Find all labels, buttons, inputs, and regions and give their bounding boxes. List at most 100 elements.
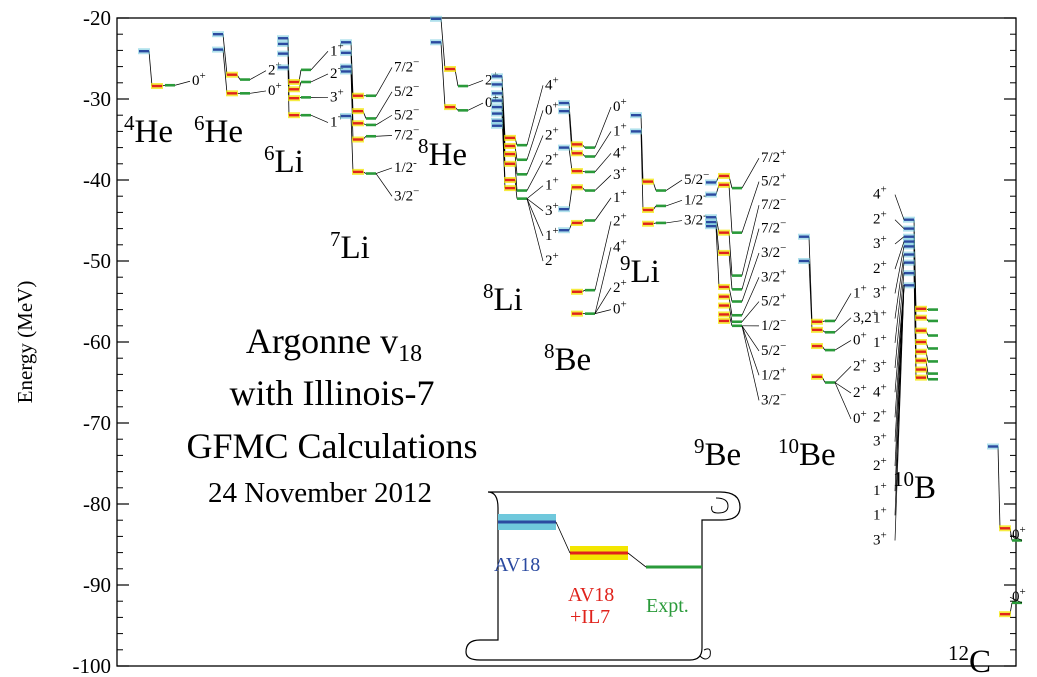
label-leader: [249, 70, 267, 80]
label-leader: [594, 221, 612, 291]
level-connector: [808, 236, 813, 322]
label-leader: [1009, 534, 1023, 541]
jpi-label: 3+: [545, 200, 559, 219]
label-leader: [834, 317, 852, 333]
level-connector: [222, 34, 228, 75]
jpi-label: 1+: [873, 480, 887, 499]
y-tick-label: -20: [83, 6, 111, 30]
jpi-label: 1+: [853, 282, 867, 301]
label-leader: [249, 90, 267, 94]
label-leader: [894, 194, 905, 220]
nucleus-8He: 2+0+8He: [418, 15, 499, 173]
y-tick-label: -30: [83, 87, 111, 111]
jpi-label: 4+: [613, 142, 627, 161]
jpi-label: 0+: [853, 329, 867, 348]
nucleus-name: 10Be: [778, 434, 836, 473]
label-leader: [467, 102, 484, 111]
jpi-label: 4+: [613, 236, 627, 255]
jpi-label: 0+: [853, 408, 867, 427]
label-leader: [594, 309, 612, 314]
label-leader: [1009, 596, 1023, 604]
jpi-label: 3+: [873, 357, 887, 376]
label-leader: [894, 285, 905, 541]
nucleus-name: 4He: [124, 111, 173, 150]
label-leader: [594, 174, 612, 191]
jpi-label: 3+: [873, 282, 887, 301]
label-leader: [741, 325, 760, 376]
nucleus-4He: 0+ 4He: [124, 48, 206, 150]
label-leader: [467, 80, 484, 87]
level-connector: [568, 147, 573, 172]
jpi-label: 1+: [613, 187, 627, 206]
label-leader: [526, 198, 544, 237]
jpi-label: 5/2−: [394, 81, 419, 100]
jpi-label: 7/2−: [761, 194, 786, 213]
label-leader: [526, 198, 544, 212]
label-leader: [526, 185, 544, 199]
nucleus-9Be: 7/2+ 5/2+ 7/2− 7/2− 3/2− 3/2+ 5/2+ 1/2− 5/2− 1/2+…: [694, 147, 786, 473]
level-connector: [350, 115, 354, 172]
jpi-label: 0+: [613, 299, 627, 318]
y-tick-label: -100: [73, 654, 112, 677]
label-leader: [834, 366, 852, 383]
level-connector: [148, 51, 153, 87]
nucleus-name: 8Li: [483, 279, 523, 318]
jpi-label: 2+: [613, 210, 627, 229]
label-leader: [375, 114, 393, 126]
nucleus-name: 10B: [893, 467, 936, 506]
level-connector: [728, 232, 733, 276]
title-line-2: with Illinois-7: [230, 373, 435, 413]
legend-connector: [627, 552, 647, 568]
jpi-label: 7/2−: [394, 56, 419, 75]
nucleus-name: 6Li: [264, 141, 304, 180]
y-axis-label: Energy (MeV): [13, 281, 37, 404]
label-leader: [834, 340, 852, 351]
label-leader: [526, 198, 544, 262]
label-leader: [741, 181, 760, 233]
jpi-label: 1/2−: [761, 315, 786, 334]
label-leader: [526, 85, 544, 146]
nucleus-name: 12C: [948, 641, 991, 677]
nucleus-6He: 2+0+6He: [194, 31, 282, 150]
label-leader: [894, 219, 905, 229]
label-leader: [665, 179, 683, 191]
jpi-label: 3/2−: [761, 242, 786, 261]
label-leader: [594, 131, 612, 157]
label-leader: [174, 80, 191, 86]
jpi-label: 2+: [853, 355, 867, 374]
level-connector: [568, 187, 573, 210]
nucleus-7Li: 7/2− 5/2− 5/2− 7/2− 1/2- 3/2− 7Li: [330, 39, 419, 266]
chart-title: Argonne v18 with Illinois-7 GFMC Calculati…: [186, 321, 477, 509]
nuclei-levels: 0+ 4He 2+0+6He 1+ 2+ 3+ 1+ 6Li 7/2− 5/2− 5/2− 7/2− 1…: [124, 15, 1026, 677]
label-leader: [741, 325, 760, 352]
label-leader: [594, 153, 612, 173]
jpi-label: 2+: [545, 125, 559, 144]
level-connector: [222, 49, 228, 94]
label-leader: [594, 107, 612, 148]
label-leader: [375, 167, 393, 174]
label-leader: [526, 160, 544, 191]
nucleus-10Be: 1+ 3,2+ 0+ 2+ 2+ 0+ 10Be: [778, 233, 878, 473]
legend-expt-label: Expt.: [646, 595, 689, 617]
label-leader: [741, 158, 760, 189]
nucleus-10B: 4+ 2+ 3+ 2+ 3+ 1+ 1+ 3+ 4+ 2+ 3+ 2+ 1+ 1+ 3+ 10B: [873, 184, 938, 549]
label-leader: [834, 293, 852, 322]
label-leader: [894, 236, 905, 245]
level-connector: [728, 184, 733, 233]
jpi-label: 2+: [545, 150, 559, 169]
jpi-label: 3/2−: [761, 389, 786, 408]
label-leader: [594, 247, 612, 314]
legend-il7-label-2: +IL7: [570, 606, 610, 628]
jpi-label: 5/2+: [761, 171, 786, 190]
title-line-4: 24 November 2012: [208, 477, 432, 509]
label-leader: [375, 135, 393, 137]
label-leader: [894, 273, 905, 369]
label-leader: [665, 199, 683, 207]
jpi-label: 0+: [192, 70, 206, 89]
level-connector: [350, 71, 354, 140]
jpi-label: 2+: [613, 277, 627, 296]
jpi-label: 5/2−: [684, 169, 709, 188]
nucleus-8Be: 0+ 1+ 4+ 3+ 1+ 2+ 4+ 2+ 0+ 8Be: [544, 96, 627, 378]
y-tick-label: -60: [83, 330, 111, 354]
